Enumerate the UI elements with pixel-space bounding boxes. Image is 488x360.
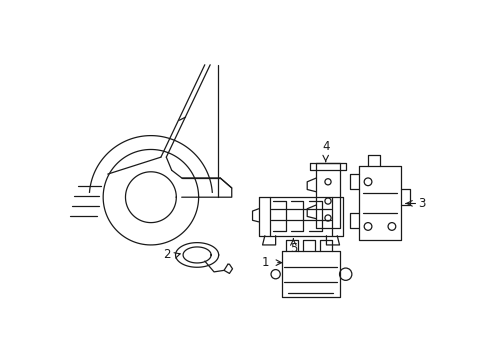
Text: 2: 2 [163, 248, 170, 261]
Text: 3: 3 [417, 197, 425, 210]
Text: 4: 4 [321, 140, 329, 153]
Text: 5: 5 [289, 242, 296, 255]
Text: 1: 1 [261, 256, 268, 269]
